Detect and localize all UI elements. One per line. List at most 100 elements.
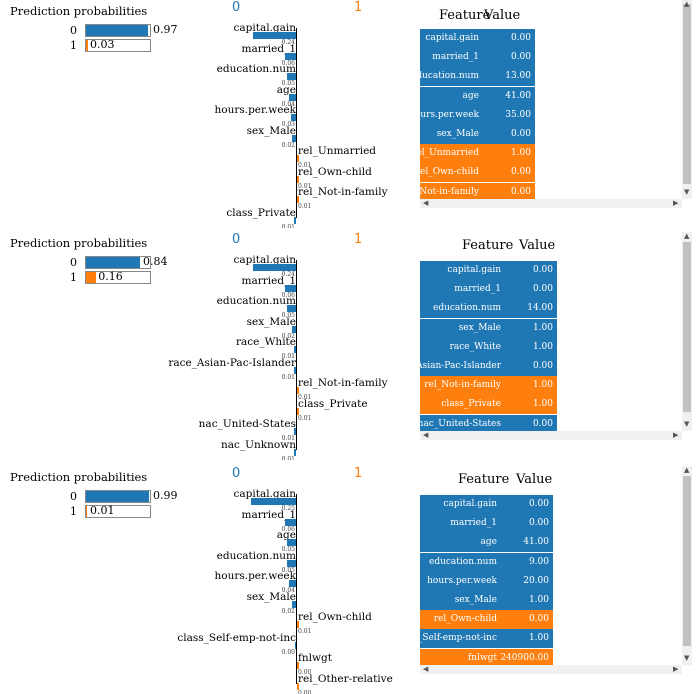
feature-label: education.num [0,63,296,75]
scroll-right-arrow[interactable]: ▶ [673,199,678,207]
feature-label: capital.gain [0,22,296,34]
scroll-up-arrow[interactable]: ▲ [684,466,689,474]
feature-weight-value: 0.02 [0,608,295,615]
feature-weight-bar [297,387,299,394]
feature-label: sex_Male [0,591,296,603]
table-value: 1.00 [511,148,531,158]
feature-label-text: fnlwgt [298,652,332,664]
table-value: 1.00 [533,399,553,409]
feature-weight-bar [294,449,296,456]
feature-weight-bar [287,305,296,312]
table-value: 0.00 [511,52,531,62]
feature-weight-value: 0.00 [298,690,311,694]
table-header-feature: Feature [462,238,513,253]
feature-label: hours.per.week [0,104,296,116]
feature-label: capital.gain [0,254,296,266]
feature-label: nac_Unknown [0,439,296,451]
horizontal-scrollbar[interactable]: ◀ [420,199,682,208]
feature-label: hours.per.week [0,570,296,582]
scroll-up-arrow[interactable]: ▲ [684,0,689,8]
table-value: 20.00 [523,576,549,586]
table-feature: rel_Own-child [416,167,479,177]
feature-label: married_1 [0,275,296,287]
feature-label: class_Self-emp-not-inc [0,632,296,644]
explanation-axis [296,494,297,684]
scroll-left-arrow[interactable]: ◀ [423,199,428,207]
feature-weight-value: 0.01 [298,203,311,210]
explanation-axis [296,28,297,218]
vertical-scrollbar[interactable] [682,0,692,199]
feature-weight-bar [297,621,299,628]
feature-label: education.num [0,295,296,307]
horizontal-scrollbar[interactable]: ◀ [420,431,682,440]
scroll-left-arrow[interactable]: ◀ [423,431,428,439]
feature-weight-bar [285,285,296,292]
feature-label-text: class_Self-emp-not-inc [177,632,296,644]
scroll-right-arrow[interactable]: ▶ [673,665,678,673]
feature-label: married_1 [0,43,296,55]
prediction-probabilities-title: Prediction probabilities [10,470,147,484]
feature-label-text: rel_Not-in-family [298,377,388,389]
feature-weight-bar [291,114,296,121]
feature-weight-bar [292,601,296,608]
table-feature: capital.gain [443,499,497,509]
feature-label-text: rel_Other-relative [298,673,393,685]
scroll-down-arrow[interactable]: ▼ [684,654,689,662]
feature-weight-bar [294,346,296,353]
table-value: 0.00 [533,265,553,275]
vertical-scrollbar[interactable] [682,466,692,665]
table-feature: hours.per.week [427,576,497,586]
table-feature: education.num [429,557,497,567]
horizontal-scrollbar[interactable]: ◀ [420,665,682,674]
feature-label-text: sex_Male [247,591,296,603]
scroll-up-arrow[interactable]: ▲ [684,232,689,240]
feature-label-text: nac_Unknown [221,439,296,451]
table-value: 1.00 [533,380,553,390]
scroll-right-arrow[interactable]: ▶ [673,431,678,439]
scroll-down-arrow[interactable]: ▼ [684,420,689,428]
feature-label: sex_Male [0,125,296,137]
scroll-left-arrow[interactable]: ◀ [423,665,428,673]
table-value: 1.00 [529,595,549,605]
prediction-probabilities-title: Prediction probabilities [10,236,147,250]
feature-label-text: education.num [217,63,296,75]
feature-weight-bar [289,580,296,587]
scroll-down-arrow[interactable]: ▼ [684,188,689,196]
feature-label-text: rel_Not-in-family [298,186,388,198]
table-feature: rel_Unmarried [412,148,479,158]
feature-label: rel_Own-child [298,611,372,623]
scrollbar-thumb[interactable] [683,476,691,646]
feature-label: age [0,529,296,541]
feature-weight-bar [251,498,296,505]
table-value: 240900.00 [500,653,549,663]
table-feature: capital.gain [447,265,501,275]
table-value: 41.00 [505,91,531,101]
table-row: capital.gain 0.00 [420,261,557,280]
feature-label: rel_Other-relative [298,673,393,685]
feature-label: rel_Not-in-family [298,186,388,198]
feature-weight-bar [297,683,299,690]
feature-weight-bar [297,196,299,203]
feature-weight-bar [253,32,296,39]
vertical-scrollbar[interactable] [682,232,692,431]
feature-label: fnlwgt [298,652,332,664]
table-feature: rel_Own-child [434,614,497,624]
feature-label: race_White [0,336,296,348]
table-feature: sex_Male [459,323,501,333]
feature-weight-bar [289,94,296,101]
scrollbar-thumb[interactable] [683,4,691,184]
table-value: 1.00 [533,342,553,352]
feature-label: class_Private [0,207,296,219]
scrollbar-thumb[interactable] [683,242,691,412]
